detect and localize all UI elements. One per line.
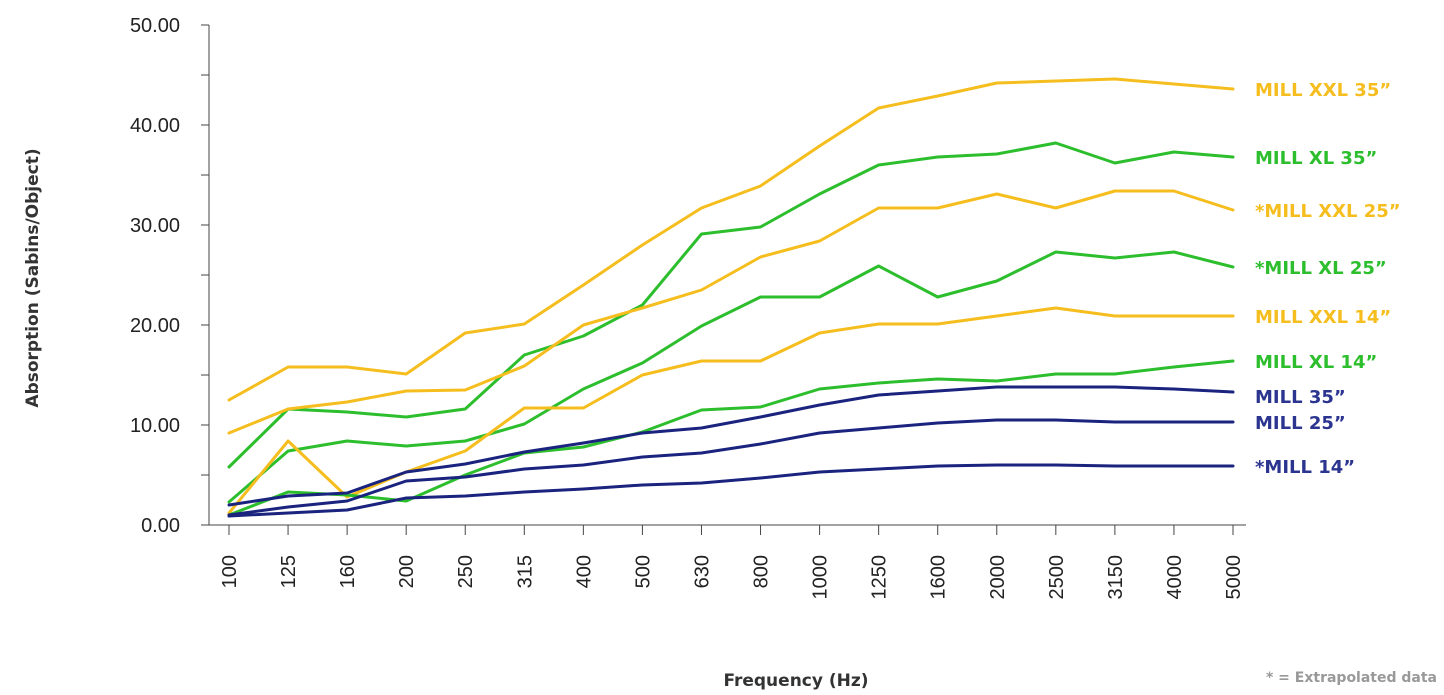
y-tick-label: 20.00 — [130, 315, 180, 337]
x-tick-label: 4000 — [1164, 555, 1186, 600]
series-label: MILL XL 14” — [1255, 352, 1377, 373]
y-tick-label: 30.00 — [130, 215, 180, 237]
series-label: *MILL 14” — [1255, 457, 1355, 478]
x-tick-label: 2500 — [1046, 555, 1068, 600]
series-label: MILL 25” — [1255, 413, 1346, 434]
y-tick-label: 50.00 — [130, 15, 180, 37]
x-axis: 100 125 160 200 250 315 400 500 630 800 1000 1250 16… — [209, 524, 1246, 600]
x-tick-label: 200 — [396, 555, 418, 588]
x-tick-label: 1000 — [810, 555, 832, 600]
series-line — [227, 250, 1235, 504]
x-tick-label: 3150 — [1105, 555, 1127, 600]
x-tick-label: 2000 — [987, 555, 1009, 600]
x-tick-label: 100 — [219, 555, 241, 588]
x-tick-label: 1600 — [928, 555, 950, 600]
series-label: *MILL XL 25” — [1255, 258, 1387, 279]
extrapolated-data-note: * = Extrapolated data — [1266, 670, 1437, 686]
series-label: MILL 35” — [1255, 387, 1346, 408]
series-label: MILL XL 35” — [1255, 148, 1377, 169]
x-tick-label: 315 — [514, 555, 536, 588]
series-line — [227, 463, 1235, 518]
series-line — [227, 385, 1235, 507]
series-label: MILL XXL 14” — [1255, 307, 1391, 328]
x-tick-label: 125 — [278, 555, 300, 588]
x-tick-label: 160 — [337, 555, 359, 588]
series-line — [227, 418, 1235, 517]
x-tick-label: 1250 — [869, 555, 891, 600]
y-axis: 0.00 10.00 20.00 30.00 40.00 50.00 — [130, 15, 210, 537]
x-tick-label: 630 — [691, 555, 713, 588]
series-line — [227, 189, 1235, 435]
x-tick-label: 500 — [632, 555, 654, 588]
y-tick-label: 10.00 — [130, 415, 180, 437]
y-axis-title: Absorption (Sabins/Object) — [23, 148, 43, 407]
x-tick-label: 5000 — [1223, 555, 1245, 600]
series-line — [227, 359, 1235, 517]
series-label: *MILL XXL 25” — [1255, 201, 1401, 222]
series-line — [227, 77, 1235, 402]
x-tick-label: 800 — [751, 555, 773, 588]
y-tick-label: 0.00 — [141, 515, 180, 537]
series-label: MILL XXL 35” — [1255, 80, 1391, 101]
x-tick-label: 250 — [455, 555, 477, 588]
x-axis-title: Frequency (Hz) — [723, 671, 868, 691]
y-tick-label: 40.00 — [130, 115, 180, 137]
series-lines — [227, 77, 1235, 518]
series-labels: MILL XXL 35” MILL XL 35” *MILL XXL 25” *MIL… — [1255, 80, 1401, 478]
series-line — [227, 141, 1235, 469]
x-tick-label: 400 — [573, 555, 595, 588]
